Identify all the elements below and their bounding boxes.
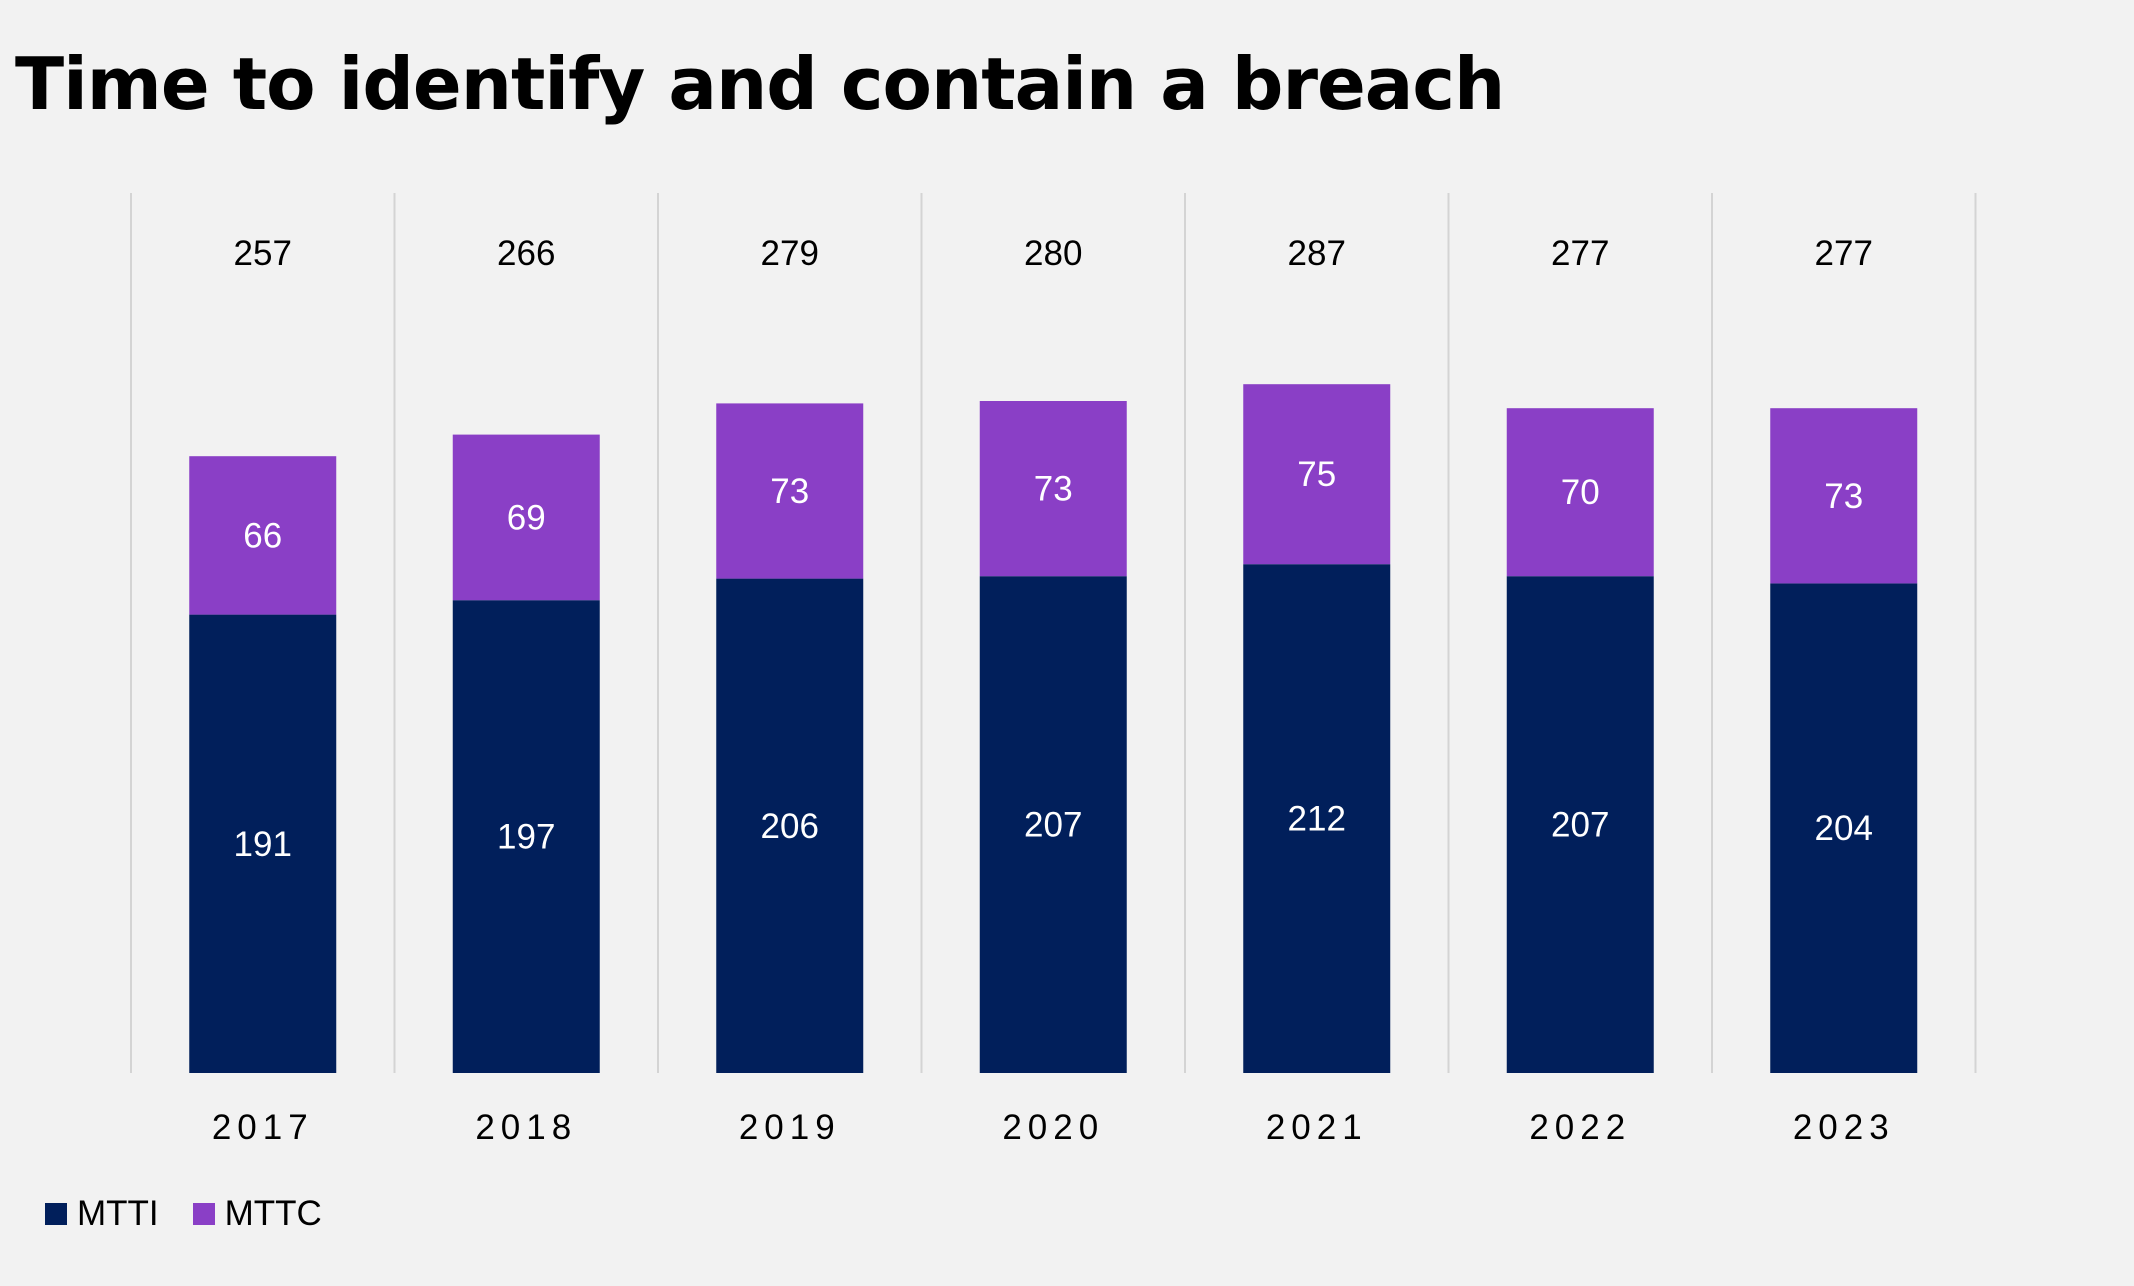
data-label-mtti: 207 bbox=[1551, 806, 1609, 845]
data-label-mtti: 206 bbox=[761, 807, 819, 846]
x-tick-label: 2022 bbox=[1529, 1108, 1631, 1147]
x-tick-label: 2021 bbox=[1266, 1108, 1368, 1147]
bar-mtti-2021 bbox=[1243, 564, 1391, 1073]
legend-label-mtti: MTTI bbox=[77, 1194, 159, 1233]
data-label-mtti: 212 bbox=[1288, 800, 1346, 839]
bar-mttc-2020 bbox=[979, 401, 1127, 577]
bar-mtti-2017 bbox=[189, 614, 337, 1073]
data-label-mtti: 197 bbox=[497, 818, 555, 857]
total-label: 287 bbox=[1288, 234, 1346, 273]
x-tick-label: 2019 bbox=[739, 1108, 841, 1147]
data-label-mttc: 73 bbox=[770, 472, 809, 511]
bar-mttc-2023 bbox=[1770, 408, 1918, 584]
data-label-mttc: 70 bbox=[1561, 473, 1600, 512]
legend-swatch-mtti bbox=[45, 1202, 67, 1225]
data-label-mttc: 69 bbox=[507, 498, 546, 537]
total-label: 277 bbox=[1551, 234, 1609, 273]
legend-label-mttc: MTTC bbox=[224, 1194, 322, 1233]
data-label-mtti: 204 bbox=[1815, 809, 1873, 848]
x-tick-label: 2020 bbox=[1002, 1108, 1104, 1147]
legend-item-mtti: MTTI bbox=[45, 1196, 159, 1231]
bar-mttc-2019 bbox=[716, 403, 864, 579]
x-tick-label: 2023 bbox=[1793, 1108, 1895, 1147]
data-label-mttc: 66 bbox=[243, 516, 282, 555]
bar-mtti-2022 bbox=[1506, 576, 1654, 1073]
data-label-mttc: 75 bbox=[1297, 455, 1336, 494]
data-label-mtti: 191 bbox=[234, 825, 292, 864]
total-label: 280 bbox=[1024, 234, 1082, 273]
total-label: 266 bbox=[497, 234, 555, 273]
bar-mtti-2023 bbox=[1770, 583, 1918, 1073]
data-label-mttc: 73 bbox=[1824, 477, 1863, 516]
x-tick-label: 2017 bbox=[212, 1108, 314, 1147]
x-tick-label: 2018 bbox=[475, 1108, 577, 1147]
bar-mttc-2017 bbox=[189, 456, 337, 615]
chart-title: Time to identify and contain a breach bbox=[15, 42, 1505, 126]
bar-mttc-2021 bbox=[1243, 384, 1391, 565]
data-label-mtti: 207 bbox=[1024, 806, 1082, 845]
legend-item-mttc: MTTC bbox=[192, 1194, 322, 1233]
total-label: 277 bbox=[1815, 234, 1873, 273]
bar-mtti-2019 bbox=[716, 578, 864, 1073]
bar-mtti-2018 bbox=[452, 600, 600, 1073]
bar-mttc-2022 bbox=[1506, 408, 1654, 577]
total-label: 257 bbox=[234, 234, 292, 273]
bar-mtti-2020 bbox=[979, 576, 1127, 1073]
total-label: 279 bbox=[761, 234, 819, 273]
legend-swatch-mttc bbox=[192, 1202, 215, 1225]
bar-mttc-2018 bbox=[452, 434, 600, 601]
legend: MTTI MTTC bbox=[45, 1196, 322, 1231]
data-label-mttc: 73 bbox=[1034, 470, 1073, 509]
